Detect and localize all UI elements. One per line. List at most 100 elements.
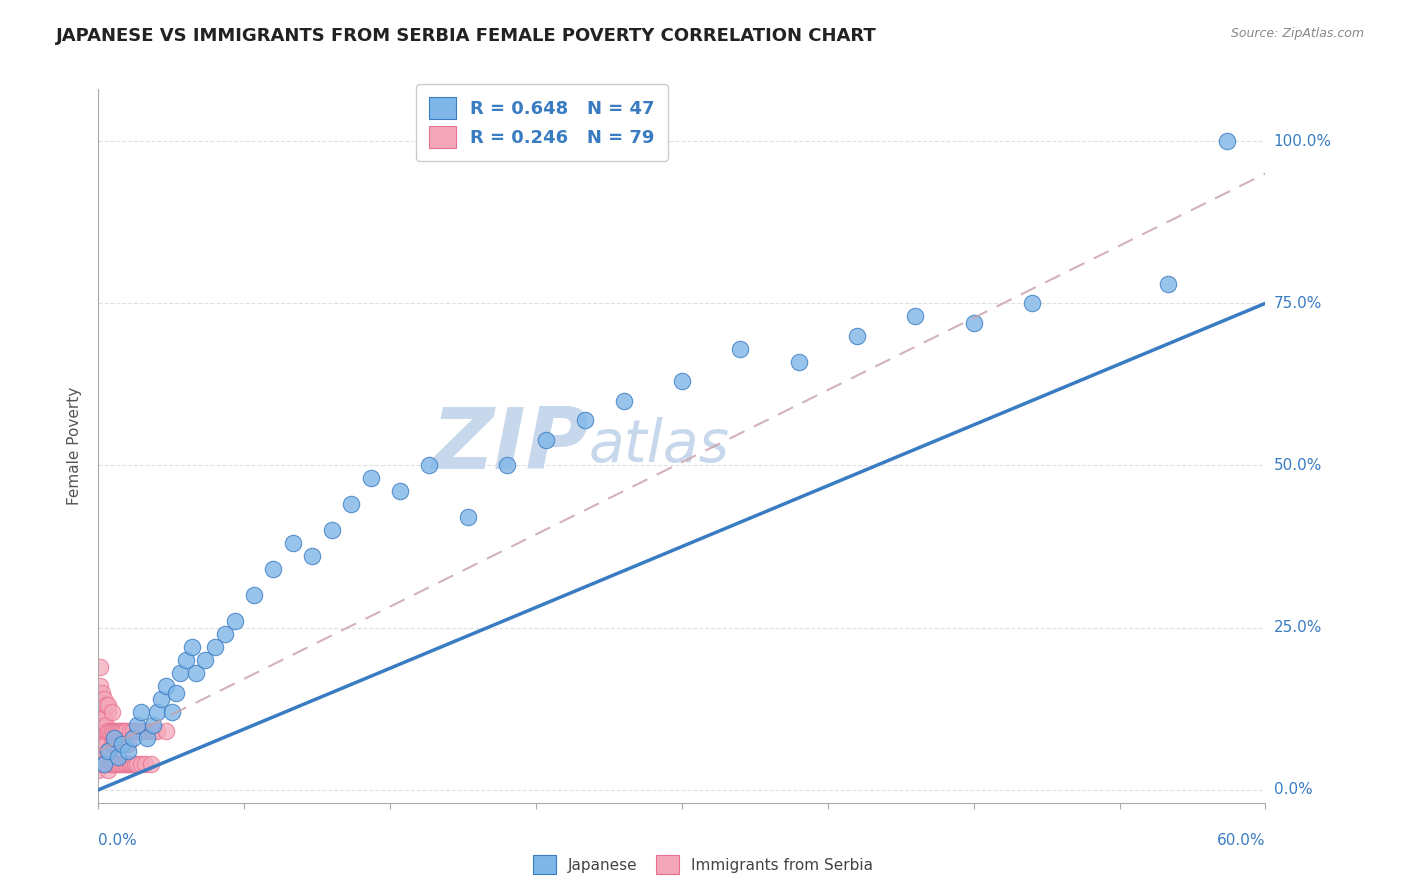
Point — [117, 744, 139, 758]
Point — [114, 724, 136, 739]
Point — [1157, 277, 1180, 291]
Point — [104, 756, 127, 771]
Point — [118, 724, 141, 739]
Point — [97, 744, 120, 758]
Text: ZIP: ZIP — [430, 404, 589, 488]
Point — [321, 524, 343, 538]
Point — [98, 744, 121, 758]
Point — [574, 413, 596, 427]
Point — [846, 328, 869, 343]
Point — [127, 718, 149, 732]
Point — [103, 731, 125, 745]
Point — [340, 497, 363, 511]
Point — [89, 744, 111, 758]
Point — [101, 705, 124, 719]
Text: 0.0%: 0.0% — [1274, 782, 1312, 797]
Legend: Japanese, Immigrants from Serbia: Japanese, Immigrants from Serbia — [527, 849, 879, 880]
Point — [962, 316, 984, 330]
Point — [162, 705, 184, 719]
Point — [281, 536, 304, 550]
Point — [165, 685, 187, 699]
Point — [194, 653, 217, 667]
Point — [129, 705, 152, 719]
Point — [96, 718, 118, 732]
Point — [103, 756, 125, 771]
Point — [129, 756, 152, 771]
Text: Source: ZipAtlas.com: Source: ZipAtlas.com — [1230, 27, 1364, 40]
Text: 100.0%: 100.0% — [1274, 134, 1331, 149]
Point — [904, 310, 927, 324]
Point — [107, 738, 129, 752]
Point — [180, 640, 202, 654]
Point — [730, 342, 752, 356]
Point — [169, 666, 191, 681]
Point — [91, 724, 114, 739]
Point — [91, 705, 114, 719]
Point — [111, 756, 134, 771]
Point — [98, 724, 121, 739]
Point — [127, 756, 149, 771]
Point — [114, 756, 136, 771]
Point — [97, 698, 120, 713]
Point — [98, 724, 121, 739]
Point — [104, 738, 127, 752]
Point — [96, 756, 118, 771]
Point — [93, 756, 115, 771]
Point — [97, 744, 120, 758]
Point — [117, 738, 139, 752]
Point — [89, 731, 111, 745]
Point — [787, 354, 810, 368]
Point — [155, 679, 177, 693]
Point — [97, 724, 120, 739]
Point — [89, 659, 111, 673]
Point — [122, 756, 145, 771]
Point — [98, 756, 121, 771]
Point — [224, 614, 246, 628]
Point — [89, 756, 111, 771]
Point — [671, 374, 693, 388]
Point — [108, 756, 131, 771]
Text: 0.0%: 0.0% — [98, 833, 138, 848]
Point — [121, 756, 143, 771]
Point — [91, 705, 114, 719]
Point — [117, 756, 139, 771]
Text: 60.0%: 60.0% — [1218, 833, 1265, 848]
Point — [93, 718, 115, 732]
Point — [112, 756, 135, 771]
Point — [360, 471, 382, 485]
Point — [111, 738, 134, 752]
Point — [214, 627, 236, 641]
Y-axis label: Female Poverty: Female Poverty — [67, 387, 83, 505]
Point — [122, 724, 145, 739]
Point — [1021, 296, 1043, 310]
Point — [101, 756, 124, 771]
Point — [103, 738, 125, 752]
Point — [124, 756, 146, 771]
Point — [142, 718, 165, 732]
Point — [96, 698, 118, 713]
Point — [174, 653, 197, 667]
Point — [96, 724, 118, 739]
Point — [127, 724, 149, 739]
Point — [301, 549, 323, 564]
Point — [112, 738, 135, 752]
Point — [146, 724, 169, 739]
Point — [93, 756, 115, 771]
Text: 75.0%: 75.0% — [1274, 296, 1322, 310]
Point — [496, 458, 519, 473]
Point — [122, 731, 145, 745]
Point — [89, 679, 111, 693]
Point — [142, 724, 165, 739]
Point — [101, 738, 124, 752]
Point — [108, 738, 131, 752]
Legend: R = 0.648   N = 47, R = 0.246   N = 79: R = 0.648 N = 47, R = 0.246 N = 79 — [416, 84, 668, 161]
Point — [134, 756, 156, 771]
Point — [1215, 134, 1237, 148]
Point — [91, 738, 114, 752]
Point — [111, 724, 134, 739]
Text: 50.0%: 50.0% — [1274, 458, 1322, 473]
Point — [136, 731, 159, 745]
Point — [613, 393, 636, 408]
Text: JAPANESE VS IMMIGRANTS FROM SERBIA FEMALE POVERTY CORRELATION CHART: JAPANESE VS IMMIGRANTS FROM SERBIA FEMAL… — [56, 27, 877, 45]
Point — [112, 724, 135, 739]
